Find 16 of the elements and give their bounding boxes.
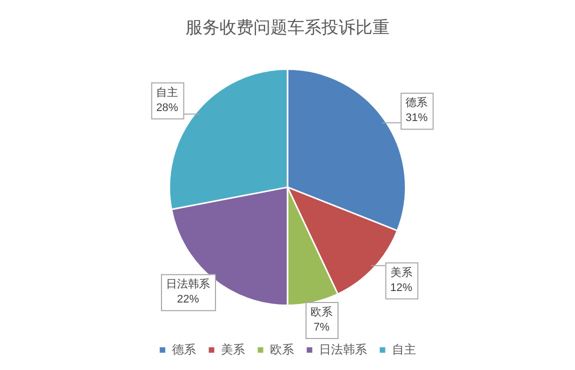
slice-label: 自主: [156, 86, 178, 99]
data-label: 7%: [314, 322, 330, 334]
slice-label: 美系: [390, 266, 412, 279]
legend-label: 日法韩系: [319, 342, 367, 356]
slice-label: 日法韩系: [166, 278, 210, 291]
legend-label: 美系: [221, 342, 245, 356]
legend-label: 自主: [392, 342, 416, 356]
legend-label: 德系: [172, 342, 196, 356]
legend-label: 欧系: [270, 342, 294, 356]
data-label: 31%: [406, 112, 428, 124]
chart-title: 服务收费问题车系投诉比重: [186, 18, 390, 37]
data-label: 28%: [156, 102, 178, 114]
slice-label: 欧系: [310, 306, 333, 319]
data-label: 22%: [176, 294, 200, 306]
data-label: 12%: [390, 282, 413, 294]
slice-label: 德系: [406, 96, 428, 110]
